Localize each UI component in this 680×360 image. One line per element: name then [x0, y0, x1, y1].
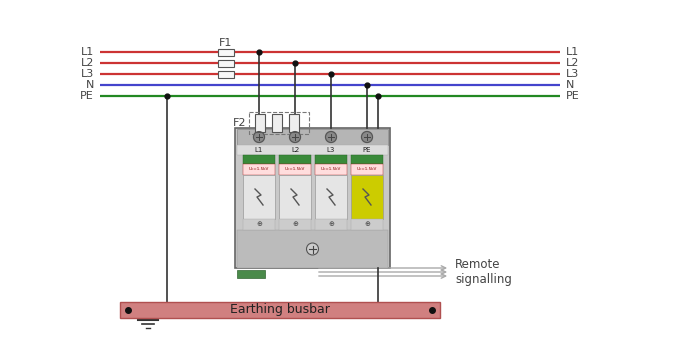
- Bar: [243, 219, 275, 230]
- Text: N: N: [566, 80, 575, 90]
- Text: Remote
signalling: Remote signalling: [455, 258, 512, 286]
- Text: L1: L1: [566, 47, 579, 57]
- Text: L1: L1: [255, 147, 263, 153]
- Text: PE: PE: [566, 91, 580, 101]
- Bar: [255, 114, 265, 132]
- Bar: [272, 114, 282, 132]
- Text: ⊕: ⊕: [292, 221, 298, 228]
- Text: F2: F2: [233, 118, 246, 128]
- Bar: [351, 219, 383, 230]
- Circle shape: [362, 131, 373, 143]
- Text: N: N: [86, 80, 94, 90]
- Text: ⊕: ⊕: [328, 221, 334, 228]
- Bar: [249, 112, 309, 134]
- Text: Earthing busbar: Earthing busbar: [230, 303, 330, 316]
- Bar: [237, 145, 388, 155]
- Bar: [218, 71, 234, 77]
- Bar: [351, 164, 383, 175]
- Circle shape: [326, 131, 337, 143]
- Bar: [279, 155, 311, 164]
- Bar: [315, 164, 347, 175]
- Bar: [289, 114, 299, 132]
- Text: L2: L2: [291, 147, 299, 153]
- Text: Uc=1.5kV: Uc=1.5kV: [357, 167, 377, 171]
- Text: L3: L3: [81, 69, 94, 79]
- Bar: [237, 270, 265, 278]
- Text: L3: L3: [327, 147, 335, 153]
- Text: Uc=1.5kV: Uc=1.5kV: [321, 167, 341, 171]
- Text: L2: L2: [81, 58, 94, 68]
- Bar: [243, 164, 275, 175]
- Bar: [279, 175, 311, 219]
- Bar: [218, 49, 234, 55]
- Circle shape: [254, 131, 265, 143]
- Bar: [315, 155, 347, 164]
- Bar: [235, 128, 390, 268]
- Bar: [351, 155, 383, 164]
- Bar: [218, 59, 234, 67]
- Text: L1: L1: [81, 47, 94, 57]
- Text: L2: L2: [566, 58, 579, 68]
- Text: ⊕: ⊕: [364, 221, 370, 228]
- Text: PE: PE: [362, 147, 371, 153]
- Text: L3: L3: [566, 69, 579, 79]
- Circle shape: [307, 243, 318, 255]
- Bar: [120, 302, 440, 318]
- Text: ⊕: ⊕: [256, 221, 262, 228]
- Bar: [279, 219, 311, 230]
- Circle shape: [290, 131, 301, 143]
- Bar: [237, 129, 388, 145]
- Text: F1: F1: [220, 38, 233, 48]
- Text: Uc=1.5kV: Uc=1.5kV: [285, 167, 305, 171]
- Bar: [243, 155, 275, 164]
- Text: Uc=1.5kV: Uc=1.5kV: [249, 167, 269, 171]
- Bar: [237, 230, 388, 268]
- Text: PE: PE: [80, 91, 94, 101]
- Bar: [243, 175, 275, 219]
- Bar: [279, 164, 311, 175]
- Bar: [315, 219, 347, 230]
- Bar: [351, 175, 383, 219]
- Bar: [315, 175, 347, 219]
